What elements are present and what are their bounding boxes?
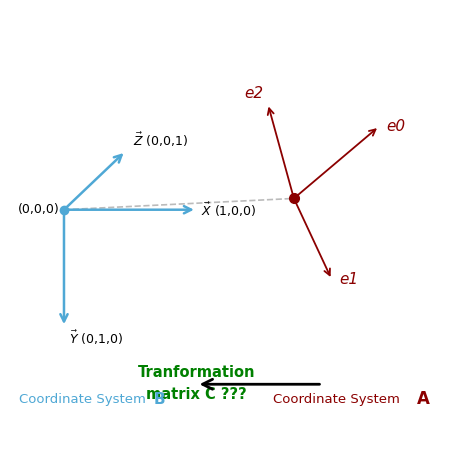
Text: B: B: [154, 391, 166, 407]
Text: Coordinate System: Coordinate System: [19, 393, 146, 405]
Text: $\vec{Y}$ (0,1,0): $\vec{Y}$ (0,1,0): [69, 329, 123, 348]
Text: A: A: [417, 390, 430, 408]
Text: matrix C ???: matrix C ???: [146, 387, 247, 402]
Text: Coordinate System: Coordinate System: [273, 393, 400, 405]
Text: (0,0,0): (0,0,0): [18, 203, 59, 216]
Text: e0: e0: [386, 119, 405, 134]
Text: $\vec{Z}$ (0,0,1): $\vec{Z}$ (0,0,1): [133, 130, 188, 149]
Text: Tranformation: Tranformation: [138, 364, 255, 380]
Text: $\vec{X}$ (1,0,0): $\vec{X}$ (1,0,0): [201, 201, 257, 219]
Text: e1: e1: [339, 272, 358, 287]
Text: e2: e2: [244, 87, 263, 101]
